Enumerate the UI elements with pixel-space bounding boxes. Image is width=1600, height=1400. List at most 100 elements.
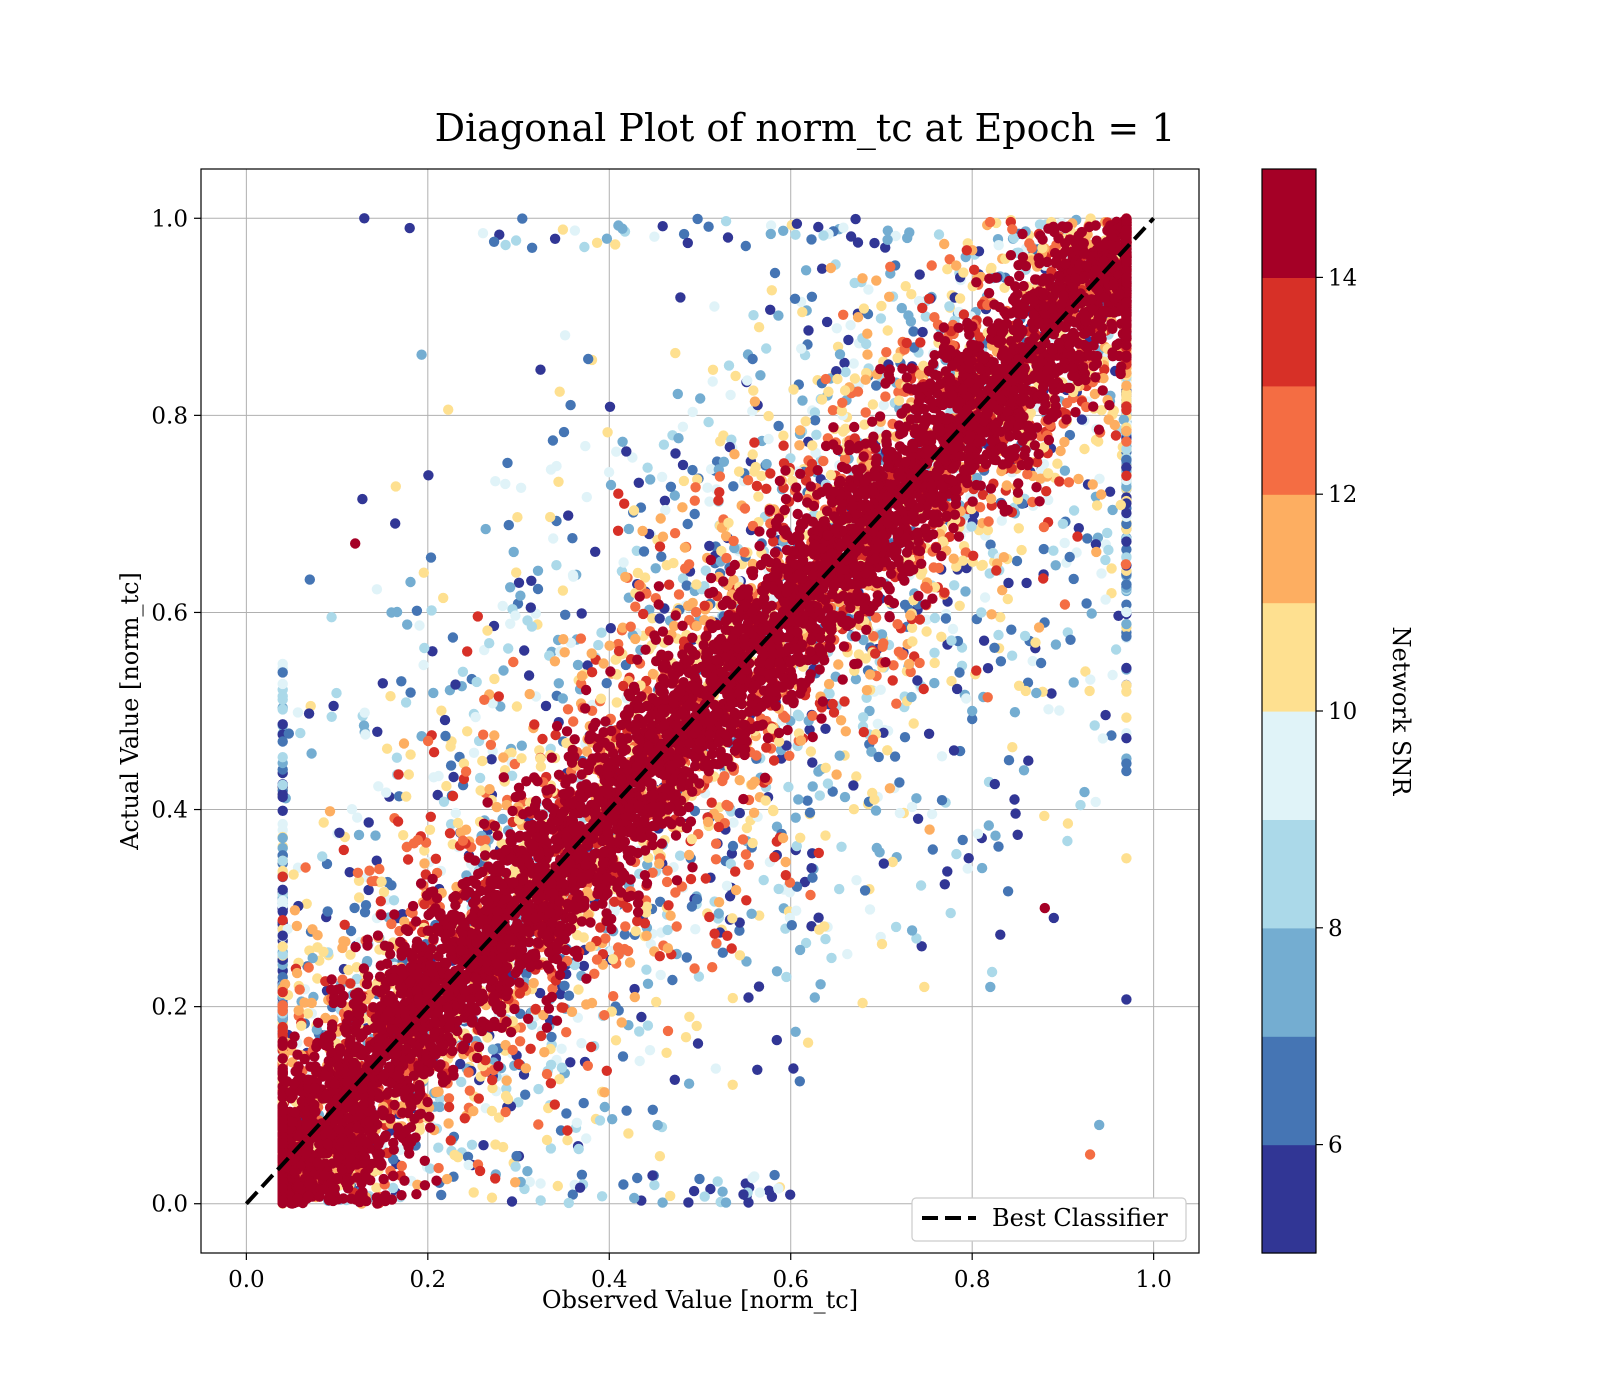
scatter-point	[769, 851, 780, 863]
scatter-point	[610, 239, 621, 250]
scatter-point	[452, 1152, 464, 1163]
scatter-point	[986, 966, 998, 978]
scatter-point	[457, 835, 469, 846]
scatter-point	[702, 482, 713, 493]
scatter-point	[777, 832, 789, 844]
scatter-point	[860, 653, 871, 664]
scatter-point	[575, 633, 587, 644]
scatter-point	[806, 234, 817, 245]
scatter-point	[567, 569, 579, 581]
scatter-point	[760, 795, 771, 806]
scatter-point	[607, 954, 619, 965]
scatter-point	[1013, 523, 1024, 534]
scatter-point	[1072, 531, 1083, 542]
scatter-point	[277, 941, 288, 952]
scatter-point	[1084, 685, 1095, 697]
scatter-point	[906, 289, 917, 300]
scatter-point	[920, 581, 931, 593]
scatter-point	[563, 1197, 574, 1209]
scatter-point	[763, 433, 774, 445]
scatter-point	[515, 590, 526, 601]
scatter-point	[821, 316, 833, 328]
scatter-point	[430, 853, 442, 864]
scatter-point	[819, 921, 830, 932]
scatter-point	[689, 963, 700, 974]
scatter-point	[1022, 469, 1033, 480]
scatter-point	[789, 293, 801, 304]
scatter-point	[706, 797, 717, 808]
scatter-point	[1050, 639, 1062, 650]
scatter-point	[707, 364, 719, 375]
scatter-point	[723, 360, 735, 371]
scatter-point	[460, 824, 472, 835]
scatter-point	[334, 827, 345, 838]
scatter-point	[687, 464, 698, 476]
scatter-point	[328, 700, 339, 712]
scatter-point	[792, 709, 804, 720]
scatter-point	[1052, 458, 1063, 469]
scatter-point	[926, 808, 938, 820]
scatter-point	[1016, 544, 1027, 556]
scatter-point	[1068, 573, 1079, 585]
scatter-point	[832, 373, 843, 385]
scatter-point	[579, 241, 590, 253]
scatter-point	[506, 747, 517, 758]
scatter-point	[929, 647, 940, 658]
scatter-point	[636, 1011, 647, 1023]
scatter-point	[858, 712, 869, 723]
scatter-point	[339, 919, 350, 930]
scatter-point	[633, 477, 644, 488]
scatter-point	[485, 739, 497, 750]
scatter-point	[747, 449, 758, 460]
scatter-point	[398, 738, 410, 749]
scatter-point	[1121, 599, 1132, 610]
scatter-point	[831, 769, 842, 780]
scatter-point	[703, 416, 714, 428]
scatter-point	[438, 592, 449, 604]
scatter-point	[530, 1003, 541, 1015]
scatter-point	[728, 535, 739, 547]
scatter-point	[1113, 610, 1124, 621]
scatter-point	[525, 602, 536, 613]
scatter-point	[505, 618, 516, 629]
scatter-point	[761, 458, 772, 470]
scatter-point	[713, 908, 724, 919]
scatter-point	[322, 906, 333, 917]
scatter-point	[595, 693, 607, 704]
scatter-point	[545, 464, 557, 475]
scatter-point	[721, 799, 732, 811]
scatter-point	[524, 688, 535, 700]
scatter-point	[641, 964, 652, 975]
scatter-point	[304, 574, 315, 585]
scatter-point	[642, 462, 653, 473]
scatter-point	[1046, 688, 1057, 699]
scatter-point	[541, 1068, 553, 1080]
scatter-point	[1018, 765, 1030, 776]
scatter-point	[914, 269, 925, 280]
scatter-point	[393, 769, 404, 780]
scatter-point	[839, 696, 850, 707]
scatter-point	[610, 1035, 622, 1046]
scatter-point	[861, 692, 872, 703]
scatter-point	[990, 830, 1001, 841]
scatter-point	[982, 663, 994, 674]
scatter-point	[1008, 232, 1020, 244]
scatter-point	[1085, 674, 1096, 685]
scatter-point	[838, 309, 849, 320]
scatter-point	[419, 845, 430, 856]
scatter-point	[277, 871, 288, 882]
scatter-point	[661, 560, 672, 571]
scatter-point	[300, 862, 311, 873]
scatter-point	[289, 905, 301, 916]
scatter-point	[293, 1005, 304, 1016]
scatter-point	[915, 337, 926, 348]
scatter-point	[576, 1169, 588, 1181]
scatter-point	[532, 565, 544, 576]
scatter-point	[551, 560, 562, 571]
scatter-point	[866, 746, 877, 757]
scatter-point	[680, 563, 691, 574]
scatter-point	[599, 1101, 610, 1113]
scatter-point	[778, 430, 789, 441]
scatter-point	[919, 981, 930, 993]
scatter-point	[654, 951, 665, 962]
